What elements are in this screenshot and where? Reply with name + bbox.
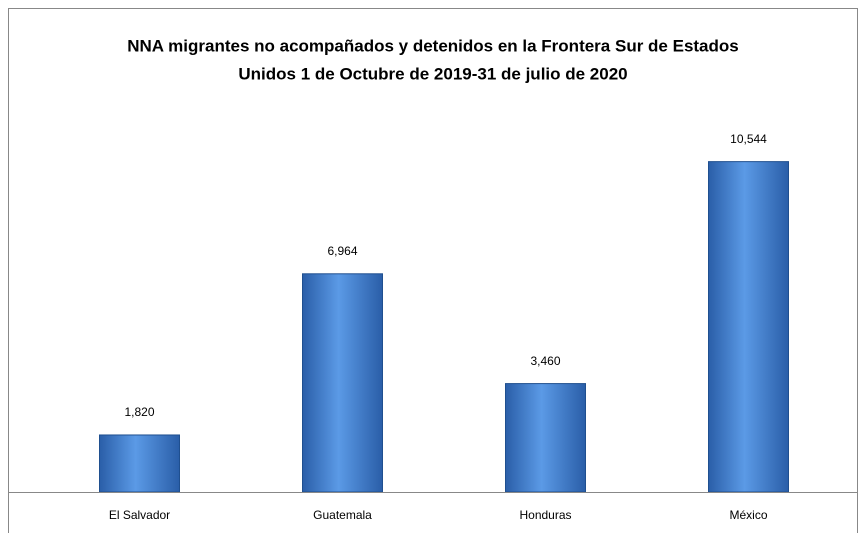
data-label: 1,820	[124, 405, 154, 419]
chart-title: NNA migrantes no acompañados y detenidos…	[127, 36, 739, 55]
chart-title: Unidos 1 de Octubre de 2019-31 de julio …	[238, 64, 627, 83]
x-tick-label: El Salvador	[109, 508, 170, 522]
bar	[302, 273, 383, 493]
data-label: 10,544	[730, 132, 767, 146]
bar	[708, 161, 789, 493]
x-tick-label: Guatemala	[313, 508, 372, 522]
x-tick-label: Honduras	[519, 508, 571, 522]
bar	[505, 383, 586, 493]
chart-frame	[8, 8, 858, 533]
x-tick-label: México	[729, 508, 767, 522]
bar	[99, 434, 180, 493]
data-label: 3,460	[530, 354, 560, 368]
data-label: 6,964	[327, 244, 357, 258]
